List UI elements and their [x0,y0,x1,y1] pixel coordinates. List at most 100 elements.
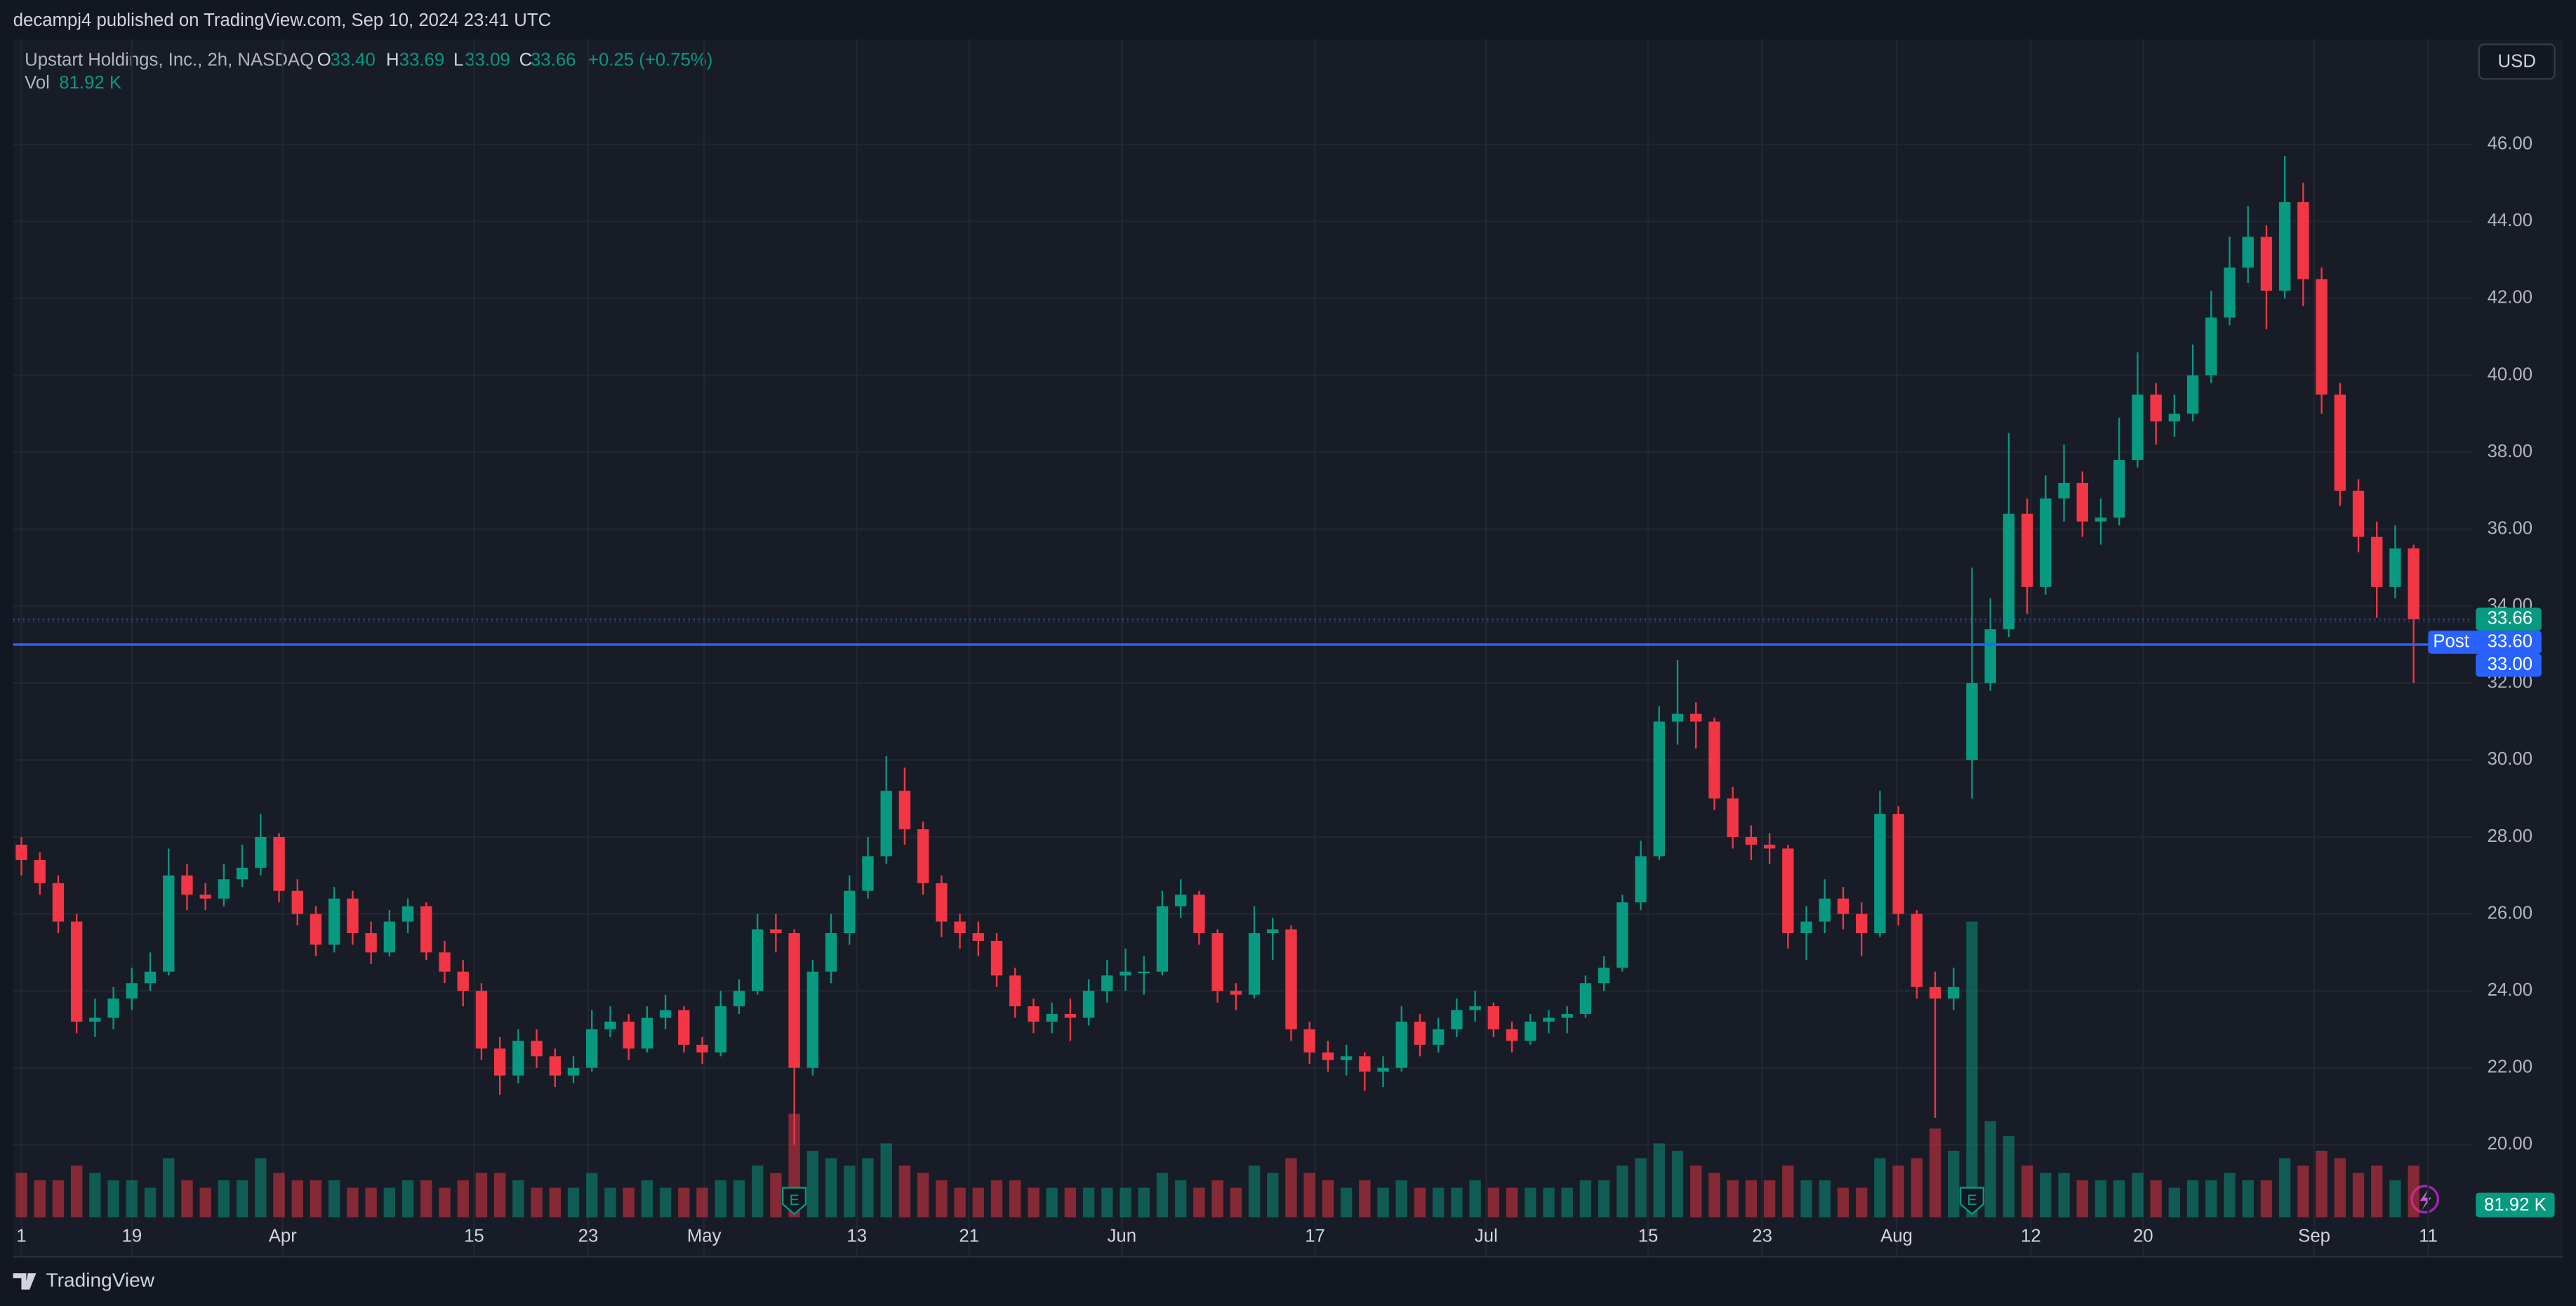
candle-body [696,1044,708,1053]
candle-body [401,906,414,922]
candle-body [2150,394,2162,422]
volume-bar [1561,1187,1573,1218]
candle-body [199,895,211,899]
currency[interactable]: USD [2498,52,2536,72]
volume-bar [1340,1187,1353,1218]
candle-body [2003,513,2015,630]
volume-bar [1230,1187,1242,1218]
volume-bar [549,1187,561,1218]
candle-body [383,921,396,953]
candle-body [1487,1006,1500,1029]
volume-bar [1525,1187,1536,1218]
volume-bar [1174,1180,1187,1218]
volume-bar [1028,1187,1040,1218]
candle-body [1082,991,1095,1018]
x-tick-label: 19 [122,1227,142,1246]
volume-bar [2408,1165,2419,1218]
candle-body [15,844,27,860]
low-value: 33.09 [465,50,510,70]
candle-body [678,1010,690,1045]
x-tick-label: Aug [1880,1227,1913,1246]
candle-body [89,1017,101,1022]
candle-body [34,859,46,883]
volume-bar [2168,1187,2181,1218]
candle-body [1303,1029,1315,1053]
volume-bar [1248,1165,1261,1218]
marks [15,156,2419,1145]
candle-body [844,890,856,933]
candle-body [862,856,874,891]
volume-bar [163,1158,175,1218]
candle-body [70,921,83,1022]
candle-body [1671,713,1684,722]
candle-body [1432,1029,1445,1045]
x-tick-label: Jun [1108,1227,1137,1246]
candle-body [936,883,948,922]
y-tick-label: 42.00 [2488,288,2532,308]
candle-body [1009,975,1021,1007]
volume-bar [567,1187,580,1218]
candle-body [1156,906,1169,972]
volume-bar [457,1180,469,1218]
candle-body [1616,902,1628,968]
candle-body [2371,536,2383,587]
volume-bar [1120,1187,1131,1218]
candle-body [2076,482,2088,522]
level-box [2476,654,2542,677]
volume-bar [2205,1180,2217,1218]
volume-bar [1285,1158,1297,1218]
candle-body [1028,1006,1040,1022]
volume-axis-label: 81.92 K [2484,1195,2547,1215]
candle-body [1267,929,1279,933]
volume-bar [2040,1173,2052,1218]
volume-bar [107,1180,119,1218]
volume-bar [1469,1180,1481,1218]
candle-body [2058,482,2070,499]
volume-bar [770,1173,782,1218]
candle-body [1174,895,1187,906]
x-tick-label: 1 [16,1227,26,1246]
candle-body [1451,1010,1463,1029]
volume-bar [70,1165,83,1218]
y-tick-label: 20.00 [2488,1134,2532,1154]
candle-body [2352,490,2365,537]
x-tick-label: 17 [1305,1227,1325,1246]
currency-button[interactable] [2478,44,2556,80]
candle-body [1340,1056,1353,1060]
x-tick-label: 23 [1752,1227,1772,1246]
candle-body [1579,983,1592,1015]
y-tick-label: 30.00 [2488,749,2532,769]
candle-body [2334,394,2346,491]
candle-body [623,1022,635,1049]
x-tick-label: 21 [959,1227,979,1246]
volume-bar [2003,1135,2015,1218]
volume-bar [2150,1180,2162,1218]
volume-bar [1487,1187,1500,1218]
volume-bar [1046,1187,1058,1218]
candle-body [218,879,230,899]
volume-bar [1727,1180,1739,1218]
candle-body [1395,1022,1407,1068]
volume-bar [144,1187,157,1218]
candle-body [1414,1022,1426,1045]
volume-bar [2058,1173,2070,1218]
candle-body [1984,629,1996,683]
volume-bar [898,1165,911,1218]
volume-bar [1966,921,1978,1218]
candle-body [420,906,432,953]
volume-bar [1745,1180,1758,1218]
volume-bar [2242,1180,2254,1218]
volume-bar [2297,1165,2309,1218]
volume-bar [1837,1187,1850,1218]
y-tick-label: 36.00 [2488,518,2532,538]
volume-bar [2132,1173,2144,1218]
candle-body [2297,202,2309,279]
candle-body [2224,268,2236,318]
candle-body [825,932,837,972]
earnings-marker [1959,1187,1985,1215]
candle-body [273,837,285,891]
volume-bar [2021,1165,2033,1218]
volume-bar [1138,1187,1150,1218]
candle-body [1211,932,1223,991]
